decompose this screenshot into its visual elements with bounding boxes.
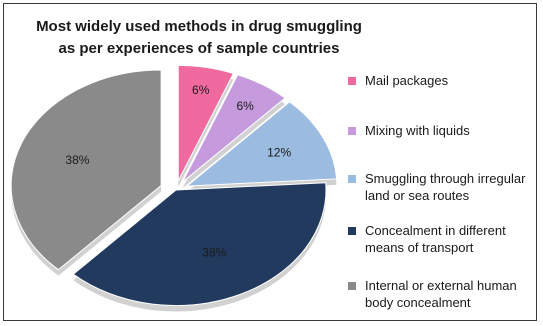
legend-swatch (348, 227, 356, 235)
slice-percent-label: 38% (65, 153, 89, 167)
legend-item: Concealment in different means of transp… (348, 222, 543, 256)
slice-percent-label: 6% (236, 99, 254, 113)
pie-slice-2 (181, 74, 286, 183)
legend-item: Internal or external human body concealm… (348, 277, 543, 311)
slice-percent-label: 12% (267, 146, 291, 160)
pie-slice-1 (177, 64, 235, 182)
legend-swatch (348, 175, 356, 183)
pie-slice-4 (72, 182, 327, 306)
legend-item: Mixing with liquids (348, 122, 543, 139)
chart-title: Most widely used methods in drug smuggli… (36, 18, 362, 57)
legend-item: Mail packages (348, 72, 543, 89)
legend-label: Mail packages (365, 73, 449, 88)
pie-slice-3 (185, 101, 338, 187)
legend-swatch (348, 282, 356, 290)
slice-percent-label: 6% (192, 83, 210, 97)
legend-label: Mixing with liquids (365, 123, 470, 138)
legend-swatch (348, 77, 356, 85)
legend-label: Internal or external human body concealm… (365, 278, 517, 310)
legend-label: Concealment in different means of transp… (365, 223, 506, 255)
pie-slice-5 (10, 69, 162, 271)
slice-percent-label: 38% (202, 246, 226, 260)
legend-item: Smuggling through irregular land or sea … (348, 170, 543, 204)
legend-label: Smuggling through irregular land or sea … (365, 171, 526, 203)
legend-swatch (348, 127, 356, 135)
